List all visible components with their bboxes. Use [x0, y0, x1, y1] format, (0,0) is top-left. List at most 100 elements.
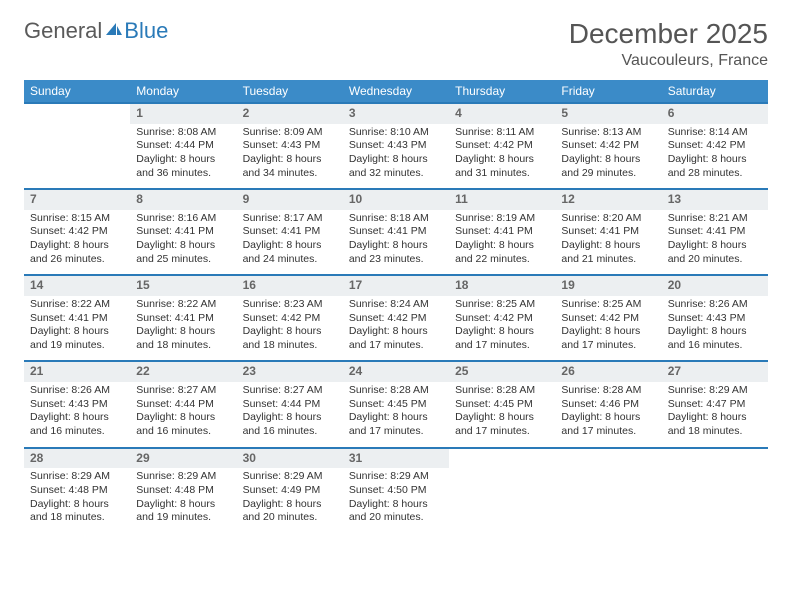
day-content-cell: Sunrise: 8:25 AMSunset: 4:42 PMDaylight:…	[449, 296, 555, 362]
day-content-cell: Sunrise: 8:24 AMSunset: 4:42 PMDaylight:…	[343, 296, 449, 362]
day-number-cell: 24	[343, 361, 449, 382]
day-content-cell: Sunrise: 8:22 AMSunset: 4:41 PMDaylight:…	[24, 296, 130, 362]
sunrise-line: Sunrise: 8:24 AM	[349, 298, 443, 312]
day-content-cell: Sunrise: 8:19 AMSunset: 4:41 PMDaylight:…	[449, 210, 555, 276]
daylight-line: Daylight: 8 hours and 28 minutes.	[668, 153, 762, 180]
page-title: December 2025	[569, 18, 768, 50]
sunrise-line: Sunrise: 8:13 AM	[561, 126, 655, 140]
day-content-row: Sunrise: 8:29 AMSunset: 4:48 PMDaylight:…	[24, 468, 768, 533]
sunset-line: Sunset: 4:43 PM	[30, 398, 124, 412]
day-content-cell: Sunrise: 8:16 AMSunset: 4:41 PMDaylight:…	[130, 210, 236, 276]
day-content-row: Sunrise: 8:22 AMSunset: 4:41 PMDaylight:…	[24, 296, 768, 362]
sunrise-line: Sunrise: 8:18 AM	[349, 212, 443, 226]
day-content-cell: Sunrise: 8:27 AMSunset: 4:44 PMDaylight:…	[237, 382, 343, 448]
day-number-cell: 13	[662, 189, 768, 210]
daylight-line: Daylight: 8 hours and 17 minutes.	[455, 325, 549, 352]
sunset-line: Sunset: 4:44 PM	[243, 398, 337, 412]
daylight-line: Daylight: 8 hours and 22 minutes.	[455, 239, 549, 266]
day-content-cell: Sunrise: 8:26 AMSunset: 4:43 PMDaylight:…	[662, 296, 768, 362]
sunrise-line: Sunrise: 8:29 AM	[349, 470, 443, 484]
daylight-line: Daylight: 8 hours and 36 minutes.	[136, 153, 230, 180]
sunset-line: Sunset: 4:42 PM	[243, 312, 337, 326]
daylight-line: Daylight: 8 hours and 16 minutes.	[30, 411, 124, 438]
daylight-line: Daylight: 8 hours and 19 minutes.	[30, 325, 124, 352]
daylight-line: Daylight: 8 hours and 23 minutes.	[349, 239, 443, 266]
day-number-cell: 17	[343, 275, 449, 296]
day-content-cell: Sunrise: 8:23 AMSunset: 4:42 PMDaylight:…	[237, 296, 343, 362]
daylight-line: Daylight: 8 hours and 20 minutes.	[349, 498, 443, 525]
sunrise-line: Sunrise: 8:22 AM	[136, 298, 230, 312]
sunset-line: Sunset: 4:41 PM	[455, 225, 549, 239]
day-content-cell: Sunrise: 8:27 AMSunset: 4:44 PMDaylight:…	[130, 382, 236, 448]
daylight-line: Daylight: 8 hours and 17 minutes.	[349, 325, 443, 352]
sunset-line: Sunset: 4:47 PM	[668, 398, 762, 412]
day-content-cell: Sunrise: 8:21 AMSunset: 4:41 PMDaylight:…	[662, 210, 768, 276]
logo-text-2: Blue	[124, 18, 168, 44]
sunrise-line: Sunrise: 8:15 AM	[30, 212, 124, 226]
calendar-table: SundayMondayTuesdayWednesdayThursdayFrid…	[24, 80, 768, 533]
sunrise-line: Sunrise: 8:20 AM	[561, 212, 655, 226]
sunset-line: Sunset: 4:48 PM	[136, 484, 230, 498]
day-number-cell: 21	[24, 361, 130, 382]
day-content-cell	[24, 124, 130, 190]
daylight-line: Daylight: 8 hours and 18 minutes.	[668, 411, 762, 438]
sunset-line: Sunset: 4:44 PM	[136, 398, 230, 412]
sunset-line: Sunset: 4:44 PM	[136, 139, 230, 153]
sunset-line: Sunset: 4:41 PM	[349, 225, 443, 239]
sunrise-line: Sunrise: 8:16 AM	[136, 212, 230, 226]
sunset-line: Sunset: 4:42 PM	[668, 139, 762, 153]
sunset-line: Sunset: 4:42 PM	[561, 139, 655, 153]
sunrise-line: Sunrise: 8:26 AM	[668, 298, 762, 312]
day-content-cell	[449, 468, 555, 533]
weekday-header-row: SundayMondayTuesdayWednesdayThursdayFrid…	[24, 80, 768, 103]
sunset-line: Sunset: 4:46 PM	[561, 398, 655, 412]
daylight-line: Daylight: 8 hours and 29 minutes.	[561, 153, 655, 180]
day-content-cell: Sunrise: 8:17 AMSunset: 4:41 PMDaylight:…	[237, 210, 343, 276]
daylight-line: Daylight: 8 hours and 20 minutes.	[668, 239, 762, 266]
day-content-cell: Sunrise: 8:20 AMSunset: 4:41 PMDaylight:…	[555, 210, 661, 276]
day-number-cell	[24, 103, 130, 124]
day-content-cell: Sunrise: 8:28 AMSunset: 4:45 PMDaylight:…	[343, 382, 449, 448]
daylight-line: Daylight: 8 hours and 16 minutes.	[136, 411, 230, 438]
sunset-line: Sunset: 4:45 PM	[349, 398, 443, 412]
calendar-body: 123456Sunrise: 8:08 AMSunset: 4:44 PMDay…	[24, 103, 768, 533]
day-number-cell: 4	[449, 103, 555, 124]
day-number-cell: 22	[130, 361, 236, 382]
sunrise-line: Sunrise: 8:21 AM	[668, 212, 762, 226]
weekday-header: Friday	[555, 80, 661, 103]
day-content-cell: Sunrise: 8:26 AMSunset: 4:43 PMDaylight:…	[24, 382, 130, 448]
sunrise-line: Sunrise: 8:29 AM	[136, 470, 230, 484]
day-content-cell	[662, 468, 768, 533]
day-number-cell: 6	[662, 103, 768, 124]
sunrise-line: Sunrise: 8:17 AM	[243, 212, 337, 226]
daylight-line: Daylight: 8 hours and 19 minutes.	[136, 498, 230, 525]
day-content-cell: Sunrise: 8:08 AMSunset: 4:44 PMDaylight:…	[130, 124, 236, 190]
day-content-cell: Sunrise: 8:29 AMSunset: 4:49 PMDaylight:…	[237, 468, 343, 533]
day-number-cell: 9	[237, 189, 343, 210]
day-number-cell: 3	[343, 103, 449, 124]
day-number-row: 21222324252627	[24, 361, 768, 382]
day-content-cell: Sunrise: 8:10 AMSunset: 4:43 PMDaylight:…	[343, 124, 449, 190]
sunrise-line: Sunrise: 8:27 AM	[136, 384, 230, 398]
day-content-row: Sunrise: 8:08 AMSunset: 4:44 PMDaylight:…	[24, 124, 768, 190]
daylight-line: Daylight: 8 hours and 17 minutes.	[561, 325, 655, 352]
sunrise-line: Sunrise: 8:29 AM	[243, 470, 337, 484]
day-number-cell: 29	[130, 448, 236, 469]
sunrise-line: Sunrise: 8:08 AM	[136, 126, 230, 140]
day-content-cell	[555, 468, 661, 533]
day-number-cell: 14	[24, 275, 130, 296]
day-number-row: 14151617181920	[24, 275, 768, 296]
page-header: General Blue December 2025 Vaucouleurs, …	[24, 18, 768, 70]
daylight-line: Daylight: 8 hours and 24 minutes.	[243, 239, 337, 266]
sunrise-line: Sunrise: 8:27 AM	[243, 384, 337, 398]
sunset-line: Sunset: 4:49 PM	[243, 484, 337, 498]
day-content-cell: Sunrise: 8:14 AMSunset: 4:42 PMDaylight:…	[662, 124, 768, 190]
sunset-line: Sunset: 4:42 PM	[455, 139, 549, 153]
day-number-cell	[555, 448, 661, 469]
sunset-line: Sunset: 4:50 PM	[349, 484, 443, 498]
day-content-cell: Sunrise: 8:25 AMSunset: 4:42 PMDaylight:…	[555, 296, 661, 362]
day-content-cell: Sunrise: 8:22 AMSunset: 4:41 PMDaylight:…	[130, 296, 236, 362]
day-content-cell: Sunrise: 8:29 AMSunset: 4:50 PMDaylight:…	[343, 468, 449, 533]
sunrise-line: Sunrise: 8:14 AM	[668, 126, 762, 140]
day-content-cell: Sunrise: 8:09 AMSunset: 4:43 PMDaylight:…	[237, 124, 343, 190]
